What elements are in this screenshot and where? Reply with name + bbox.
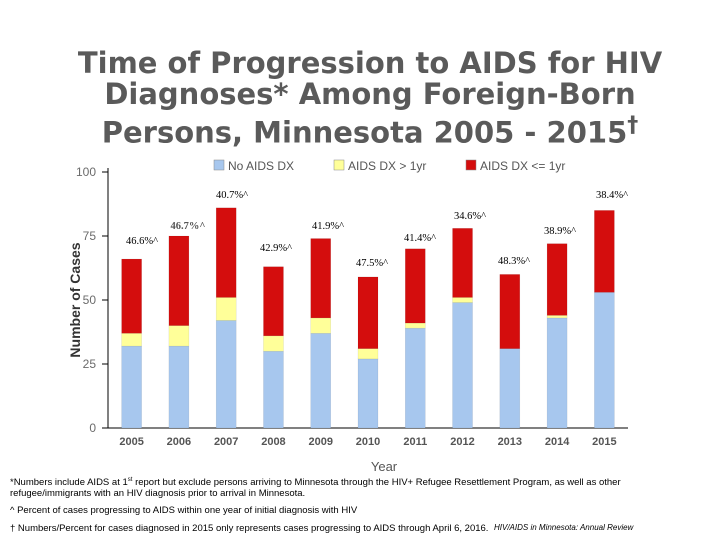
legend-swatch — [465, 159, 477, 171]
x-tick-label: 2014 — [545, 436, 570, 448]
x-tick-label: 2011 — [403, 436, 427, 448]
bar-segment — [121, 258, 142, 334]
bar-segment — [499, 274, 521, 349]
bar-segment — [263, 266, 284, 337]
bar-segment — [121, 333, 142, 347]
title-line-3: Persons, Minnesota 2005 - 2015† — [40, 110, 700, 149]
legend-label: No AIDS DX — [228, 159, 294, 173]
x-tick-label: 2010 — [356, 436, 380, 448]
legend-label: AIDS DX > 1yr — [348, 159, 426, 173]
y-tick-label: 25 — [83, 357, 97, 371]
bar-segment — [546, 315, 568, 319]
bar-segment — [168, 235, 190, 326]
bar-segment — [310, 238, 331, 319]
bar-segment — [357, 358, 379, 429]
footnote-3: † Numbers/Percent for cases diagnosed in… — [10, 523, 489, 534]
percent-label: 38.9%^ — [544, 226, 576, 237]
percent-label: 48.3%^ — [498, 256, 530, 267]
bar-segment — [263, 350, 284, 429]
bar-segment — [168, 345, 190, 429]
percent-label: 42.9%^ — [260, 243, 292, 254]
bar-segment — [215, 320, 237, 429]
bar-segment — [546, 317, 568, 429]
percent-label: 46.6%^ — [126, 236, 158, 247]
footnote-1-sup: st — [127, 477, 133, 483]
y-tick-label: 50 — [83, 293, 97, 307]
footnote-2: ^ Percent of cases progressing to AIDS w… — [10, 505, 358, 516]
percent-label: 41.4%^ — [404, 233, 436, 244]
x-tick-label: 2006 — [167, 436, 191, 448]
bar-segment — [499, 348, 521, 429]
legend-label: AIDS DX <= 1yr — [480, 159, 565, 173]
title-line-2: Diagnoses* Among Foreign-Born — [104, 77, 636, 111]
percent-label: 41.9%^ — [312, 221, 344, 232]
y-tick-label: 100 — [76, 165, 96, 179]
x-tick-label: 2015 — [592, 436, 616, 448]
bar-segment — [121, 345, 142, 429]
footnote-1-b: report but exclude persons arriving to M… — [132, 477, 621, 489]
bar-segment — [310, 317, 331, 334]
y-axis-title: Number of Cases — [67, 242, 83, 357]
x-tick-label: 2005 — [119, 436, 143, 448]
legend-swatch — [333, 159, 345, 171]
bar-segment — [263, 335, 284, 352]
bar-segment — [357, 348, 379, 360]
bar-segment — [215, 297, 237, 321]
x-tick-label: 2007 — [214, 436, 238, 448]
footnote-1-a: *Numbers include AIDS at 1 — [10, 477, 128, 489]
footnote-1: *Numbers include AIDS at 1st report but … — [10, 475, 621, 499]
footnote-1-c: refugee/immigrants with an HIV diagnosis… — [10, 488, 306, 500]
bar-segment — [405, 322, 426, 329]
bar-segment — [452, 297, 473, 303]
bar-segment — [594, 210, 615, 293]
bar-segment — [452, 228, 473, 298]
title-line-1: Time of Progression to AIDS for HIV — [77, 46, 663, 80]
bar-segment — [215, 207, 237, 298]
legend-swatch — [213, 159, 225, 171]
bar-segment — [357, 276, 379, 349]
percent-label: 40.7%^ — [216, 190, 248, 201]
bar-segment — [594, 292, 615, 429]
x-axis-title: Year — [371, 459, 398, 474]
title-line-3-text: Persons, Minnesota 2005 - 2015 — [101, 115, 628, 150]
percent-label: 34.6%^ — [454, 211, 486, 222]
x-tick-label: 2013 — [498, 436, 522, 448]
y-tick-label: 75 — [83, 229, 97, 243]
title-dagger: † — [627, 113, 639, 138]
citation: HIV/AIDS in Minnesota: Annual Review — [494, 523, 634, 532]
y-tick-label: 0 — [89, 421, 96, 435]
percent-label: 38.4%^ — [596, 190, 628, 201]
bar-segment — [168, 325, 190, 347]
x-tick-label: 2008 — [261, 436, 285, 448]
bar-segment — [310, 333, 331, 429]
bar-segment — [452, 302, 473, 429]
x-tick-label: 2009 — [308, 436, 332, 448]
bar-segment — [546, 243, 568, 316]
x-tick-label: 2012 — [450, 436, 474, 448]
percent-label: 46.7%^ — [171, 221, 206, 232]
bar-segment — [405, 248, 426, 324]
chart-title: Time of Progression to AIDS for HIV Diag… — [40, 48, 700, 149]
bar-segment — [405, 327, 426, 429]
percent-label: 47.5%^ — [356, 258, 388, 269]
